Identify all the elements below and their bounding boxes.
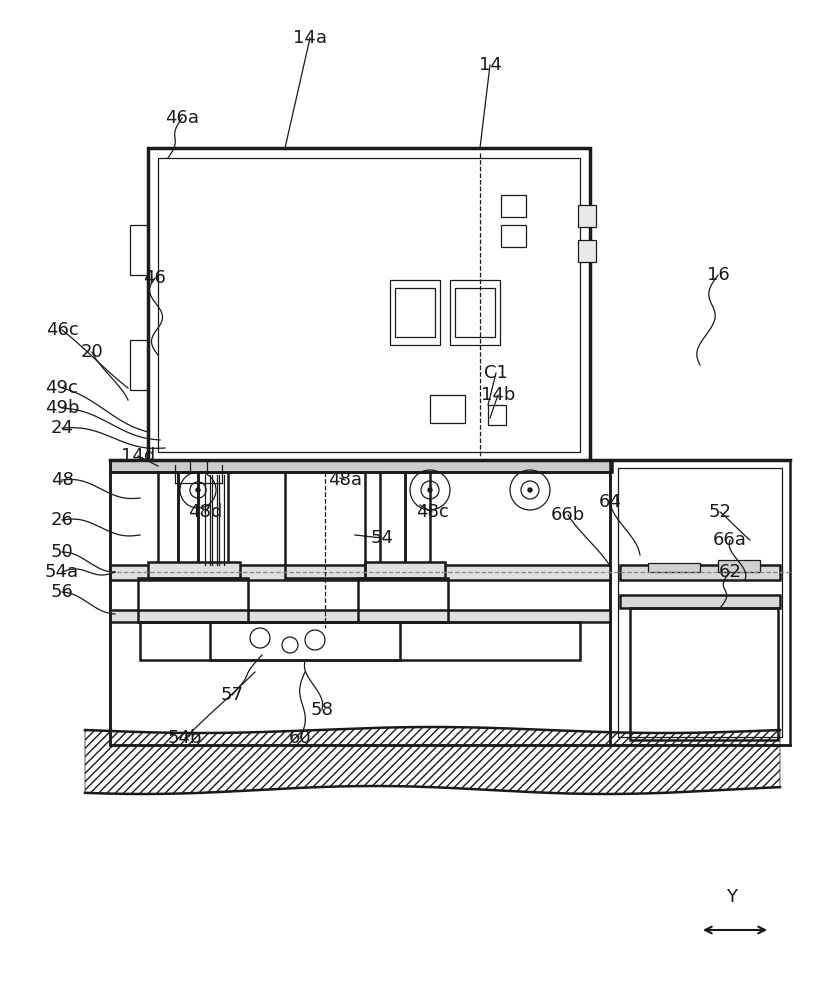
Circle shape	[428, 488, 432, 492]
Bar	[198, 472, 228, 565]
Text: Y: Y	[727, 888, 738, 906]
Bar	[158, 472, 178, 565]
Bar	[630, 608, 778, 740]
Text: 56: 56	[50, 583, 74, 601]
Bar	[430, 395, 465, 423]
Bar	[110, 565, 610, 580]
Bar	[455, 288, 495, 337]
Bar	[158, 158, 580, 452]
Bar	[718, 560, 760, 572]
Text: 46c: 46c	[45, 321, 78, 339]
Text: 62: 62	[719, 563, 742, 581]
Bar	[578, 205, 596, 227]
Text: 66a: 66a	[713, 531, 747, 549]
Bar	[610, 460, 790, 745]
Bar	[450, 280, 500, 345]
Text: 54b: 54b	[168, 729, 202, 747]
Text: 46: 46	[144, 269, 166, 287]
Text: 24: 24	[50, 419, 74, 437]
Bar	[501, 225, 526, 247]
Text: 26: 26	[50, 511, 74, 529]
Bar	[110, 610, 610, 622]
Text: 46a: 46a	[165, 109, 199, 127]
Bar	[620, 595, 780, 608]
Text: 49b: 49b	[45, 399, 79, 417]
Bar	[620, 565, 780, 580]
Text: 50: 50	[50, 543, 74, 561]
Text: 54a: 54a	[45, 563, 79, 581]
Text: 16: 16	[706, 266, 729, 284]
Bar	[110, 460, 612, 472]
Bar	[210, 622, 400, 660]
Text: 14d: 14d	[121, 447, 155, 465]
Text: 14a: 14a	[293, 29, 327, 47]
Circle shape	[528, 488, 532, 492]
Text: 14: 14	[478, 56, 501, 74]
Text: 49c: 49c	[45, 379, 78, 397]
Text: 60: 60	[289, 729, 311, 747]
Text: 14b: 14b	[481, 386, 515, 404]
Bar	[130, 225, 148, 275]
Bar	[148, 148, 590, 462]
Bar	[148, 562, 240, 578]
Text: C1: C1	[484, 364, 508, 382]
Bar	[138, 578, 248, 622]
Text: 66b: 66b	[551, 506, 585, 524]
Text: 54: 54	[371, 529, 393, 547]
Bar	[140, 622, 580, 660]
Bar	[405, 472, 430, 565]
Circle shape	[196, 488, 200, 492]
Bar	[488, 405, 506, 425]
Bar	[178, 472, 198, 565]
Bar	[365, 562, 445, 578]
Text: 64: 64	[599, 493, 621, 511]
Bar	[648, 563, 700, 572]
Bar	[358, 578, 448, 622]
Bar	[130, 340, 148, 390]
Bar	[380, 472, 405, 565]
Text: 20: 20	[81, 343, 103, 361]
Bar	[110, 472, 610, 745]
Bar	[618, 468, 782, 737]
Text: 48a: 48a	[328, 471, 362, 489]
Text: 57: 57	[221, 686, 244, 704]
Text: 48c: 48c	[415, 503, 449, 521]
Bar	[578, 240, 596, 262]
Bar	[395, 288, 435, 337]
Text: 58: 58	[311, 701, 334, 719]
Bar	[501, 195, 526, 217]
Text: 48d: 48d	[188, 503, 222, 521]
Bar	[390, 280, 440, 345]
Text: 48: 48	[50, 471, 74, 489]
Text: 52: 52	[709, 503, 732, 521]
Bar	[285, 472, 365, 578]
